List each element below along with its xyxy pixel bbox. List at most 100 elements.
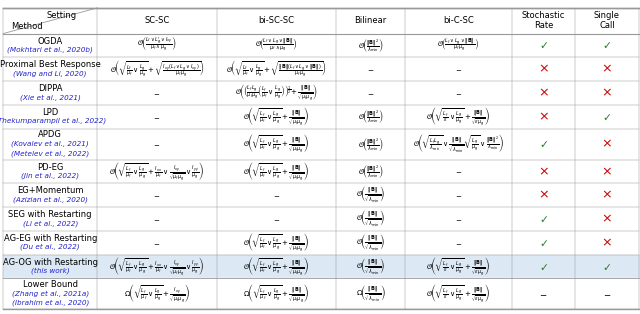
Text: $\mathcal{O}\!\left(\frac{L_f\vee L_g^{\prime}\vee I_{xy}}{\mu_f\wedge\mu_g}\rig: $\mathcal{O}\!\left(\frac{L_f\vee L_g^{\…: [137, 36, 177, 55]
Text: $\times$: $\times$: [602, 213, 612, 225]
Text: $\mathcal{O}\!\left(\frac{\|\mathbf{B}\|^2}{\lambda_{\min}}\right)$: $\mathcal{O}\!\left(\frac{\|\mathbf{B}\|…: [358, 108, 383, 125]
Text: $\checkmark$: $\checkmark$: [602, 41, 611, 51]
Text: $\mathcal{O}\!\left(\frac{\|\mathbf{B}\|}{\sqrt{\lambda_{\min}}}\right)$: $\mathcal{O}\!\left(\frac{\|\mathbf{B}\|…: [356, 233, 385, 253]
Text: $-$: $-$: [367, 66, 374, 72]
Text: $\mathcal{O}\!\left(\frac{\|\mathbf{B}\|^2}{\lambda_{\min}}\right)$: $\mathcal{O}\!\left(\frac{\|\mathbf{B}\|…: [358, 163, 383, 180]
Bar: [3, 231, 639, 255]
Text: bi-C-SC: bi-C-SC: [443, 16, 474, 25]
Text: $\mathcal{O}\!\left(\sqrt{\frac{L_f}{\mu_f}\vee\frac{L_g}{\mu_g}}+\frac{\|\mathb: $\mathcal{O}\!\left(\sqrt{\frac{L_f}{\mu…: [243, 231, 310, 254]
Text: $\times$: $\times$: [538, 110, 549, 123]
Text: $-$: $-$: [454, 216, 462, 222]
Text: $-$: $-$: [367, 90, 374, 96]
Bar: [3, 183, 639, 207]
Text: $-$: $-$: [454, 90, 462, 96]
Bar: [3, 255, 639, 279]
Text: APDG: APDG: [38, 130, 62, 139]
Bar: [3, 160, 639, 183]
Text: (Metelev et al., 2022): (Metelev et al., 2022): [11, 150, 90, 157]
Text: (Zhang et al., 2021a): (Zhang et al., 2021a): [12, 290, 89, 297]
Text: $\mathcal{O}\!\left(\frac{\|\mathbf{B}\|}{\sqrt{\lambda_{\min}}}\right)$: $\mathcal{O}\!\left(\frac{\|\mathbf{B}\|…: [356, 185, 385, 205]
Bar: [3, 105, 639, 129]
Text: $\times$: $\times$: [602, 236, 612, 249]
Text: $\checkmark$: $\checkmark$: [539, 238, 548, 248]
Text: $\times$: $\times$: [602, 63, 612, 76]
Text: $-$: $-$: [154, 216, 161, 222]
Text: $\mathcal{O}\!\left(\frac{L_f\vee L_g\vee\|\mathbf{B}\|}{\mu_f\mu_g}\right)$: $\mathcal{O}\!\left(\frac{L_f\vee L_g\ve…: [437, 37, 479, 54]
Text: $\checkmark$: $\checkmark$: [602, 262, 611, 272]
Text: $\checkmark$: $\checkmark$: [539, 262, 548, 272]
Text: $\mathcal{O}\!\left(\left(\frac{L_fL_g}{\mu_f\mu_g}\left(\frac{L_f}{\mu_f}\vee\f: $\mathcal{O}\!\left(\left(\frac{L_fL_g}{…: [235, 83, 318, 103]
Text: $\mathcal{O}\!\left(\sqrt{\frac{L_f}{\mu_f}\vee\frac{L_g}{\mu_g}}+\frac{I_{xx}}{: $\mathcal{O}\!\left(\sqrt{\frac{L_f}{\mu…: [109, 255, 205, 278]
Bar: [3, 57, 639, 81]
Text: $\mathcal{O}\!\left(\frac{L_f\vee L_g\vee\|\mathbf{B}\|}{\mu_f\wedge\mu_g}\right: $\mathcal{O}\!\left(\frac{L_f\vee L_g\ve…: [255, 36, 298, 54]
Text: $\times$: $\times$: [538, 87, 549, 100]
Text: $\mathcal{O}\!\left(\sqrt{\frac{L_f}{\mu_f}\vee\frac{L_g}{\mu_g}}+\sqrt{\frac{I_: $\mathcal{O}\!\left(\sqrt{\frac{L_f}{\mu…: [109, 58, 204, 80]
Text: $\checkmark$: $\checkmark$: [539, 214, 548, 224]
Text: $-$: $-$: [154, 90, 161, 96]
Text: AG-EG with Restarting: AG-EG with Restarting: [4, 234, 97, 243]
Text: $-$: $-$: [454, 66, 462, 72]
Text: Bilinear: Bilinear: [355, 16, 387, 25]
Text: $\mathcal{O}\!\left(\frac{\|\mathbf{B}\|}{\sqrt{\lambda_{\min}}}\right)$: $\mathcal{O}\!\left(\frac{\|\mathbf{B}\|…: [356, 257, 385, 277]
Text: SEG with Restarting: SEG with Restarting: [8, 210, 92, 219]
Text: AG-OG with Restarting: AG-OG with Restarting: [3, 258, 98, 267]
Text: Stochastic
Rate: Stochastic Rate: [522, 11, 565, 30]
Text: bi-SC-SC: bi-SC-SC: [259, 16, 294, 25]
Text: $\Omega\!\left(\sqrt{\frac{L_f}{\mu_f}\vee\frac{L_g}{\mu_g}}+\frac{\|\mathbf{B}\: $\Omega\!\left(\sqrt{\frac{L_f}{\mu_f}\v…: [243, 283, 310, 305]
Text: (Jin et al., 2022): (Jin et al., 2022): [21, 172, 79, 179]
Text: (Ibrahim et al., 2020): (Ibrahim et al., 2020): [12, 300, 89, 306]
Bar: [3, 34, 639, 57]
Text: $\mathcal{O}\!\left(\sqrt{\frac{L_f}{\epsilon}\vee\frac{L_g}{\mu_g}}+\frac{\|\ma: $\mathcal{O}\!\left(\sqrt{\frac{L_f}{\ep…: [426, 255, 490, 278]
Text: $\mathcal{O}\!\left(\sqrt{\frac{L_f}{\mu_f}\vee\frac{L_g}{\mu_g}}+\frac{\|\mathb: $\mathcal{O}\!\left(\sqrt{\frac{L_f}{\mu…: [243, 106, 310, 128]
Text: $\mathcal{O}\!\left(\sqrt{\frac{L_f}{\mu_f}\vee\frac{L_g}{\mu_g}}+\frac{I_{xx}}{: $\mathcal{O}\!\left(\sqrt{\frac{L_f}{\mu…: [109, 160, 205, 183]
Text: (this work): (this work): [31, 268, 70, 274]
Text: $\mathcal{O}\!\left(\sqrt{\frac{L_f}{\mu_f}\vee\frac{L_g}{\mu_g}}+\frac{\|\mathb: $\mathcal{O}\!\left(\sqrt{\frac{L_f}{\mu…: [243, 133, 310, 155]
Text: $\mathcal{O}\!\left(\sqrt{\frac{L_f}{\mu_f}\vee\frac{L_g}{\mu_g}}+\frac{\|\mathb: $\mathcal{O}\!\left(\sqrt{\frac{L_f}{\mu…: [243, 255, 310, 278]
Text: LPD: LPD: [42, 108, 58, 117]
Text: $-$: $-$: [454, 192, 462, 198]
Text: $\Omega\!\left(\frac{\|\mathbf{B}\|}{\sqrt{\lambda_{\min}}}\right)$: $\Omega\!\left(\frac{\|\mathbf{B}\|}{\sq…: [356, 284, 385, 304]
Text: $\checkmark$: $\checkmark$: [602, 112, 611, 122]
Text: $\checkmark$: $\checkmark$: [539, 139, 548, 149]
Text: $-$: $-$: [454, 240, 462, 246]
Bar: [3, 8, 639, 34]
Bar: [3, 81, 639, 105]
Text: (Thekumparampil et al., 2022): (Thekumparampil et al., 2022): [0, 118, 106, 124]
Text: $-$: $-$: [273, 216, 280, 222]
Text: (Du et al., 2022): (Du et al., 2022): [20, 244, 80, 250]
Text: $-$: $-$: [273, 192, 280, 198]
Text: $\mathcal{O}\!\left(\frac{\|\mathbf{B}\|^2}{\lambda_{\min}}\right)$: $\mathcal{O}\!\left(\frac{\|\mathbf{B}\|…: [358, 37, 383, 54]
Text: SC-SC: SC-SC: [145, 16, 170, 25]
Text: $-$: $-$: [154, 114, 161, 120]
Text: Setting: Setting: [47, 11, 77, 19]
Text: $\times$: $\times$: [538, 189, 549, 202]
Bar: [3, 207, 639, 231]
Text: (Mokhtari et al., 2020b): (Mokhtari et al., 2020b): [7, 46, 93, 53]
Text: $-$: $-$: [154, 192, 161, 198]
Text: $-$: $-$: [454, 168, 462, 175]
Text: OGDA: OGDA: [38, 37, 63, 46]
Text: $\times$: $\times$: [602, 87, 612, 100]
Text: $\mathcal{O}\!\left(\sqrt{\frac{L_f}{\mu_f}\vee\frac{L_g}{\mu_g}}+\sqrt{\frac{\|: $\mathcal{O}\!\left(\sqrt{\frac{L_f}{\mu…: [226, 58, 327, 80]
Text: $\times$: $\times$: [602, 138, 612, 151]
Text: Method: Method: [11, 22, 42, 31]
Text: $\times$: $\times$: [602, 189, 612, 202]
Text: PD-EG: PD-EG: [37, 163, 63, 172]
Text: Proximal Best Response: Proximal Best Response: [0, 61, 100, 69]
Text: $\mathcal{O}\!\left(\sqrt{\frac{L_fL_g}{\lambda_{\min}}}\vee\frac{\|\mathbf{B}\|: $\mathcal{O}\!\left(\sqrt{\frac{L_fL_g}{…: [413, 133, 504, 155]
Text: $\times$: $\times$: [538, 63, 549, 76]
Text: $\mathcal{O}\!\left(\sqrt{\frac{L_f}{\mu_f}\vee\frac{L_g}{\mu_g}}+\frac{\|\mathb: $\mathcal{O}\!\left(\sqrt{\frac{L_f}{\mu…: [243, 160, 310, 183]
Text: EG+Momentum: EG+Momentum: [17, 187, 83, 195]
Text: $\mathcal{O}\!\left(\frac{\|\mathbf{B}\|^2}{\lambda_{\min}}\right)$: $\mathcal{O}\!\left(\frac{\|\mathbf{B}\|…: [358, 136, 383, 153]
Text: (Li et al., 2022): (Li et al., 2022): [22, 220, 78, 227]
Text: (Wang and Li, 2020): (Wang and Li, 2020): [13, 70, 87, 77]
Text: $\Omega\!\left(\sqrt{\frac{L_f}{\mu_f}\vee\frac{L_g}{\mu_g}}+\frac{I_{xy}}{\sqrt: $\Omega\!\left(\sqrt{\frac{L_f}{\mu_f}\v…: [124, 283, 190, 305]
Bar: [3, 279, 639, 309]
Text: $-$: $-$: [154, 240, 161, 246]
Text: (Azizian et al., 2020): (Azizian et al., 2020): [13, 196, 88, 203]
Text: $-$: $-$: [540, 289, 548, 298]
Text: Lower Bound: Lower Bound: [23, 280, 77, 289]
Text: (Xie et al., 2021): (Xie et al., 2021): [20, 94, 81, 100]
Text: $-$: $-$: [154, 141, 161, 147]
Text: (Kovalev et al., 2021): (Kovalev et al., 2021): [12, 141, 89, 147]
